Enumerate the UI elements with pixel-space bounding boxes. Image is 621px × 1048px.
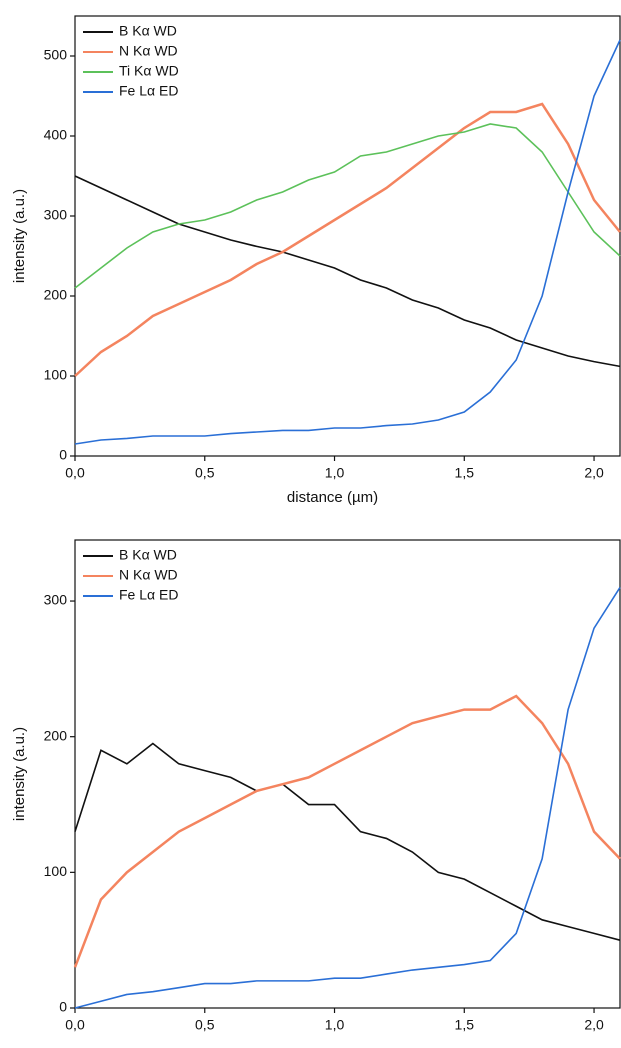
y-tick-label: 0 [59,447,67,463]
plot-frame [74,539,621,1009]
y-tick-label: 0 [59,999,67,1015]
y-tick-label: 200 [44,287,68,303]
y-tick-label: 100 [44,863,68,879]
y-tick-label: 200 [44,727,68,743]
x-tick-label: 2,0 [584,465,604,481]
y-axis-label: intensity (a.u.) [11,189,28,283]
y-tick-label: 300 [44,592,68,608]
legend-label: N Kα WD [119,43,178,59]
x-tick-label: 1,5 [455,1017,475,1033]
data-line [74,587,621,1009]
x-tick-label: 1,5 [455,465,475,481]
y-tick-label: 400 [44,127,68,143]
legend-label: B Kα WD [119,547,177,563]
y-tick-label: 300 [44,207,68,223]
plot-frame [74,15,621,457]
data-line [73,694,621,968]
x-tick-label: 0,5 [195,465,215,481]
data-line [74,102,621,377]
legend-label: Fe Lα ED [119,587,178,603]
data-line [74,175,621,368]
x-tick-label: 2,0 [584,1017,604,1033]
legend-label: Fe Lα ED [119,83,178,99]
x-tick-label: 0,5 [195,1017,215,1033]
legend-label: B Kα WD [119,23,177,39]
y-tick-label: 100 [44,367,68,383]
data-line [74,39,621,445]
legend-label: N Kα WD [119,567,178,583]
x-tick-label: 1,0 [325,1017,345,1033]
x-tick-label: 0,0 [65,1017,85,1033]
x-axis-label: distance (µm) [287,489,378,506]
x-tick-label: 1,0 [325,465,345,481]
y-tick-label: 500 [44,47,68,63]
data-line [74,742,621,941]
x-tick-label: 0,0 [65,465,85,481]
legend-label: Ti Kα WD [119,63,179,79]
y-axis-label: intensity (a.u.) [11,727,28,821]
data-line [74,123,621,289]
